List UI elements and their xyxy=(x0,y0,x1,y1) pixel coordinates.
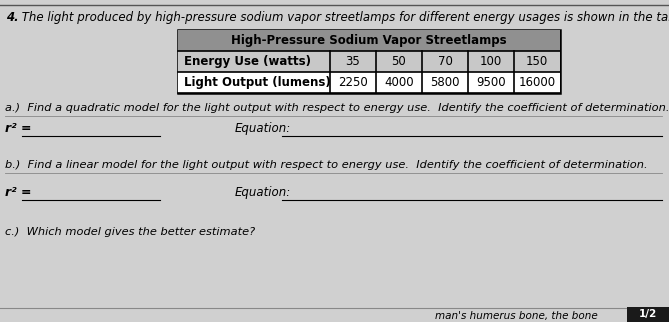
Text: 4000: 4000 xyxy=(384,76,414,89)
Text: 70: 70 xyxy=(438,55,452,68)
Text: b.)  Find a linear model for the light output with respect to energy use.  Ident: b.) Find a linear model for the light ou… xyxy=(5,160,648,170)
Text: r² =: r² = xyxy=(5,121,31,135)
Text: 5800: 5800 xyxy=(430,76,460,89)
Text: 9500: 9500 xyxy=(476,76,506,89)
Text: 4.: 4. xyxy=(6,11,19,24)
Text: High-Pressure Sodium Vapor Streetlamps: High-Pressure Sodium Vapor Streetlamps xyxy=(231,34,507,47)
Text: 1/2: 1/2 xyxy=(639,309,657,319)
Text: 150: 150 xyxy=(526,55,548,68)
Text: The light produced by high-pressure sodium vapor streetlamps for different energ: The light produced by high-pressure sodi… xyxy=(18,11,669,24)
Bar xyxy=(178,30,560,93)
Text: 100: 100 xyxy=(480,55,502,68)
Text: a.)  Find a quadratic model for the light output with respect to energy use.  Id: a.) Find a quadratic model for the light… xyxy=(5,103,669,113)
Text: Equation:: Equation: xyxy=(235,185,291,198)
Text: r² =: r² = xyxy=(5,185,31,198)
Text: Equation:: Equation: xyxy=(235,121,291,135)
Bar xyxy=(627,307,669,322)
Text: Energy Use (watts): Energy Use (watts) xyxy=(184,55,311,68)
Text: 2250: 2250 xyxy=(338,76,368,89)
Bar xyxy=(178,30,560,51)
Text: 16000: 16000 xyxy=(518,76,555,89)
Bar xyxy=(178,51,560,72)
Text: c.)  Which model gives the better estimate?: c.) Which model gives the better estimat… xyxy=(5,227,255,237)
Text: 50: 50 xyxy=(391,55,406,68)
Text: Light Output (lumens): Light Output (lumens) xyxy=(184,76,330,89)
Text: man's humerus bone, the bone: man's humerus bone, the bone xyxy=(435,311,597,321)
Text: 35: 35 xyxy=(346,55,361,68)
Bar xyxy=(178,72,560,93)
